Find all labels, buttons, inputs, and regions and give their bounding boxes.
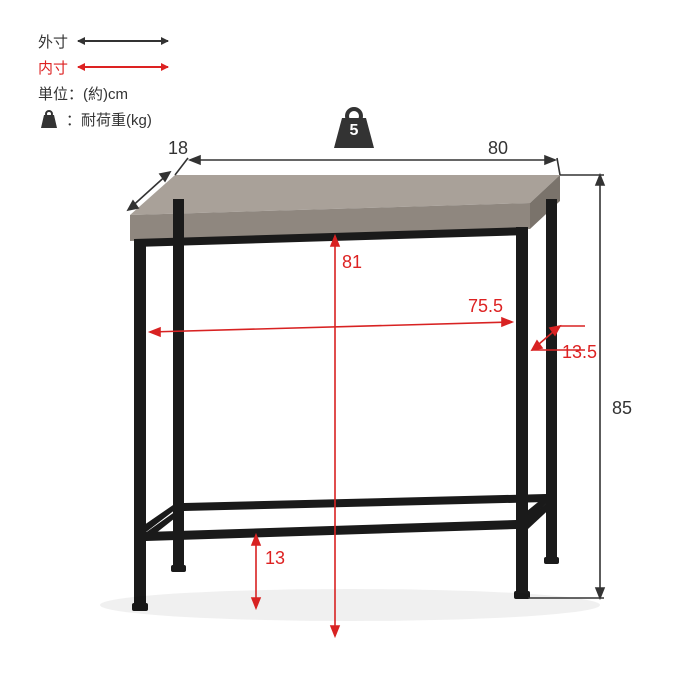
shadow — [100, 589, 600, 621]
dim-inner-width: 75.5 — [468, 296, 503, 317]
dim-inner-depth: 13.5 — [562, 342, 597, 363]
dim-depth: 18 — [168, 138, 188, 159]
dim-crossbar: 13 — [265, 548, 285, 569]
dim-width: 80 — [488, 138, 508, 159]
dim-height: 85 — [612, 398, 632, 419]
dim-inner-height: 81 — [342, 252, 362, 273]
